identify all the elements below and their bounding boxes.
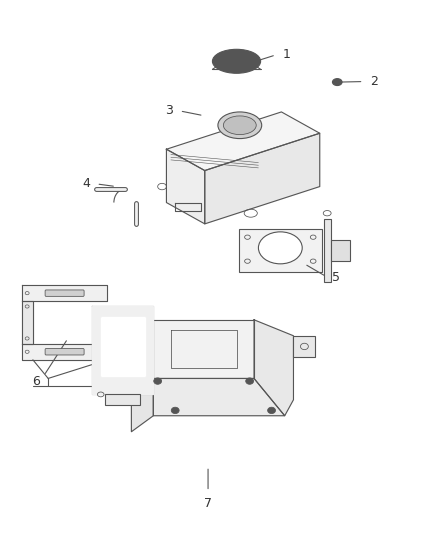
Text: 4: 4 <box>82 177 90 190</box>
Polygon shape <box>153 320 254 378</box>
Text: 6: 6 <box>32 375 40 387</box>
Ellipse shape <box>218 112 261 139</box>
Text: 7: 7 <box>204 497 212 510</box>
Polygon shape <box>153 378 285 416</box>
Polygon shape <box>105 394 140 405</box>
Ellipse shape <box>171 407 179 414</box>
Polygon shape <box>331 240 350 261</box>
Ellipse shape <box>223 116 256 134</box>
Polygon shape <box>239 229 322 272</box>
Ellipse shape <box>246 378 254 384</box>
Polygon shape <box>324 219 331 282</box>
Text: 5: 5 <box>332 271 340 284</box>
Polygon shape <box>205 133 320 224</box>
Polygon shape <box>22 344 107 360</box>
Ellipse shape <box>154 378 162 384</box>
Polygon shape <box>293 336 315 357</box>
Polygon shape <box>166 149 205 224</box>
Text: 1: 1 <box>283 49 290 61</box>
Polygon shape <box>101 317 145 376</box>
Polygon shape <box>22 285 107 301</box>
Ellipse shape <box>332 78 342 85</box>
Polygon shape <box>92 306 153 394</box>
Polygon shape <box>131 320 153 432</box>
Polygon shape <box>254 320 293 416</box>
Polygon shape <box>22 301 33 344</box>
Text: 2: 2 <box>370 75 378 88</box>
Ellipse shape <box>258 232 302 264</box>
Text: 3: 3 <box>165 104 173 117</box>
Ellipse shape <box>268 407 276 414</box>
FancyBboxPatch shape <box>45 349 84 355</box>
Polygon shape <box>166 112 320 171</box>
FancyBboxPatch shape <box>45 290 84 296</box>
Ellipse shape <box>212 50 261 74</box>
